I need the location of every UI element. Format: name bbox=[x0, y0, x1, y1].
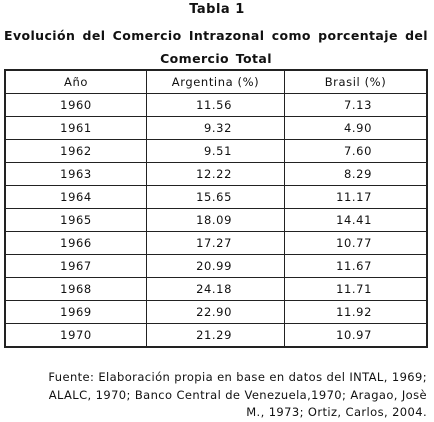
table-cell: 12.22 bbox=[146, 162, 285, 186]
footnote-line: Fuente: Elaboración propia en base en da… bbox=[48, 370, 427, 384]
table-cell: 15.65 bbox=[146, 185, 285, 209]
header-row: Año Argentina (%) Brasil (%) bbox=[4, 69, 428, 94]
table-row: 1964 15.65 11.17 bbox=[4, 185, 428, 209]
footnote-line: ALALC, 1970; Banco Central de Venezuela,… bbox=[48, 387, 427, 402]
table-cell: 1968 bbox=[4, 277, 147, 301]
table-cell: 1970 bbox=[4, 323, 147, 348]
table-row: 1968 24.18 11.71 bbox=[4, 277, 428, 301]
table-cell: 1964 bbox=[4, 185, 147, 209]
table-cell: 11.17 bbox=[284, 185, 428, 209]
table-cell: 20.99 bbox=[146, 254, 285, 278]
table-row: 1963 12.22 8.29 bbox=[4, 162, 428, 186]
column-header: Año bbox=[4, 69, 147, 94]
table-row: 1961 9.32 4.90 bbox=[4, 116, 428, 140]
table-cell: 1961 bbox=[4, 116, 147, 140]
table-cell: 1962 bbox=[4, 139, 147, 163]
table-row: 1969 22.90 11.92 bbox=[4, 300, 428, 324]
footnote: Fuente: Elaboración propia en base en da… bbox=[48, 369, 427, 422]
subtitle: Evolución del Comercio Intrazonal como p… bbox=[4, 28, 428, 66]
table-cell: 11.71 bbox=[284, 277, 428, 301]
footnote-line: M., 1973; Ortiz, Carlos, 2004. bbox=[246, 405, 427, 419]
table-cell: 24.18 bbox=[146, 277, 285, 301]
column-header: Argentina (%) bbox=[146, 69, 285, 94]
table-cell: 7.13 bbox=[284, 93, 428, 117]
table-cell: 8.29 bbox=[284, 162, 428, 186]
table-cell: 4.90 bbox=[284, 116, 428, 140]
table-cell: 10.77 bbox=[284, 231, 428, 255]
table-cell: 11.56 bbox=[146, 93, 285, 117]
table-row: 1960 11.56 7.13 bbox=[4, 93, 428, 117]
table-cell: 18.09 bbox=[146, 208, 285, 232]
table-cell: 22.90 bbox=[146, 300, 285, 324]
table-cell: 1965 bbox=[4, 208, 147, 232]
table-head: Año Argentina (%) Brasil (%) bbox=[4, 69, 428, 94]
table-cell: 11.67 bbox=[284, 254, 428, 278]
table-cell: 1963 bbox=[4, 162, 147, 186]
table-cell: 7.60 bbox=[284, 139, 428, 163]
table-cell: 1960 bbox=[4, 93, 147, 117]
table-row: 1967 20.99 11.67 bbox=[4, 254, 428, 278]
table-cell: 14.41 bbox=[284, 208, 428, 232]
table-cell: 17.27 bbox=[146, 231, 285, 255]
data-table: Año Argentina (%) Brasil (%) 1960 11.56 7.13… bbox=[4, 69, 428, 348]
table-cell: 21.29 bbox=[146, 323, 285, 348]
table-cell: 1967 bbox=[4, 254, 147, 278]
table-cell: 11.92 bbox=[284, 300, 428, 324]
table-row: 1962 9.51 7.60 bbox=[4, 139, 428, 163]
table-cell: 1966 bbox=[4, 231, 147, 255]
table-cell: 9.32 bbox=[146, 116, 285, 140]
table-cell: 9.51 bbox=[146, 139, 285, 163]
title: Tabla 1 bbox=[189, 2, 245, 17]
table-row: 1966 17.27 10.77 bbox=[4, 231, 428, 255]
column-header: Brasil (%) bbox=[284, 69, 428, 94]
table-cell: 10.97 bbox=[284, 323, 428, 348]
table-cell: 1969 bbox=[4, 300, 147, 324]
table-row: 1965 18.09 14.41 bbox=[4, 208, 428, 232]
table-body: 1960 11.56 7.13 1961 9.32 4.90 1962 9.51 7.60 196… bbox=[4, 93, 428, 348]
table-row: 1970 21.29 10.97 bbox=[4, 323, 428, 348]
